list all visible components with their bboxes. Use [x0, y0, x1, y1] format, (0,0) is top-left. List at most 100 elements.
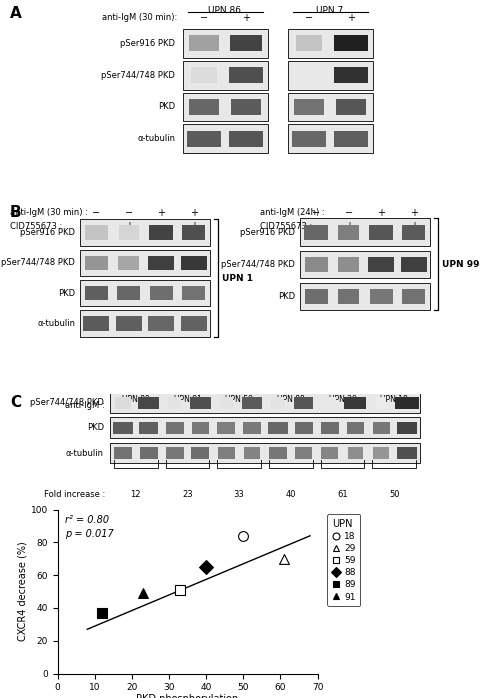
Bar	[321, 447, 338, 459]
Text: PKD: PKD	[58, 289, 75, 298]
Bar	[85, 255, 108, 270]
Bar	[373, 422, 390, 433]
Text: anti-IgM (30 min) :: anti-IgM (30 min) :	[10, 208, 88, 217]
Text: +: +	[125, 221, 133, 231]
Text: B: B	[10, 205, 22, 220]
Text: +: +	[242, 13, 250, 23]
Bar	[296, 447, 312, 459]
Text: UPN 89: UPN 89	[122, 395, 150, 404]
Bar	[294, 99, 324, 115]
Bar	[118, 255, 140, 270]
Bar	[368, 257, 394, 272]
Bar	[115, 397, 130, 408]
Text: +: +	[157, 207, 165, 218]
Text: 12: 12	[130, 491, 141, 499]
Bar	[148, 255, 174, 270]
Point	[139, 588, 147, 599]
Text: +: +	[345, 221, 353, 231]
Text: +: +	[146, 401, 152, 410]
Bar	[320, 422, 338, 433]
Bar	[138, 397, 159, 408]
Text: pSer744/748 PKD: pSer744/748 PKD	[221, 260, 295, 269]
Bar	[242, 397, 262, 408]
Text: 61: 61	[337, 491, 348, 499]
Text: UPN 99: UPN 99	[442, 260, 479, 269]
Bar	[402, 225, 425, 239]
Text: −: −	[200, 13, 208, 23]
Bar	[148, 316, 174, 331]
Bar	[396, 397, 418, 408]
Bar	[83, 316, 110, 331]
Bar	[397, 422, 417, 433]
Bar	[85, 286, 108, 300]
Bar	[229, 131, 263, 147]
Bar	[288, 124, 372, 153]
Point	[280, 553, 288, 564]
Text: +: +	[190, 221, 198, 231]
Bar	[80, 219, 210, 246]
Text: α-tubulin: α-tubulin	[66, 449, 104, 457]
Text: CID755673 :: CID755673 :	[10, 222, 62, 231]
Bar	[323, 397, 336, 408]
Bar	[400, 257, 426, 272]
Text: 40: 40	[286, 491, 296, 499]
Text: UPN 88: UPN 88	[277, 395, 304, 404]
Text: −: −	[304, 13, 313, 23]
Text: +: +	[249, 401, 256, 410]
Bar	[110, 417, 420, 438]
Bar	[300, 283, 430, 311]
Text: −: −	[223, 401, 230, 410]
Bar	[334, 36, 368, 51]
Bar	[370, 289, 392, 304]
Text: anti-IgM :: anti-IgM :	[66, 401, 105, 410]
Text: CID755673 :: CID755673 :	[260, 222, 312, 231]
Text: −: −	[157, 221, 166, 231]
Bar	[344, 397, 366, 408]
Text: −: −	[378, 401, 384, 410]
Bar	[304, 225, 328, 239]
Text: pSer744/748 PKD: pSer744/748 PKD	[101, 70, 175, 80]
Bar	[166, 447, 184, 459]
Bar	[298, 67, 320, 83]
Bar	[305, 257, 328, 272]
Text: +: +	[410, 207, 418, 218]
Text: −: −	[120, 401, 126, 410]
Bar	[288, 61, 372, 89]
Text: −: −	[312, 207, 320, 218]
Bar	[118, 286, 140, 300]
Bar	[338, 289, 359, 304]
Y-axis label: CXCR4 decrease (%): CXCR4 decrease (%)	[18, 542, 28, 641]
Bar	[230, 36, 262, 51]
Text: PKD: PKD	[278, 292, 295, 301]
Bar	[288, 29, 372, 58]
Text: pSer916 PKD: pSer916 PKD	[20, 228, 75, 237]
Bar	[166, 422, 184, 433]
Bar	[149, 225, 174, 240]
Text: A: A	[10, 6, 22, 21]
Bar	[182, 124, 268, 153]
Bar	[348, 447, 363, 459]
Bar	[182, 93, 268, 121]
Text: −: −	[274, 401, 281, 410]
Text: 50: 50	[389, 491, 400, 499]
Text: +: +	[300, 401, 307, 410]
Text: 33: 33	[234, 491, 244, 499]
Bar	[334, 67, 368, 83]
Text: −: −	[344, 207, 353, 218]
Bar	[181, 316, 207, 331]
Bar	[80, 311, 210, 336]
Text: UPN 7: UPN 7	[316, 6, 344, 15]
Point	[202, 561, 210, 572]
Bar	[150, 286, 172, 300]
Bar	[189, 99, 218, 115]
Text: pSer916 PKD: pSer916 PKD	[240, 228, 295, 237]
Text: PKD: PKD	[87, 424, 104, 432]
Bar	[113, 422, 132, 433]
Bar	[181, 255, 207, 270]
Text: α-tubulin: α-tubulin	[37, 319, 75, 328]
Bar	[110, 392, 420, 413]
Text: UPN 1: UPN 1	[222, 274, 252, 283]
Bar	[374, 447, 389, 459]
Bar	[85, 225, 108, 240]
Bar	[110, 443, 420, 463]
